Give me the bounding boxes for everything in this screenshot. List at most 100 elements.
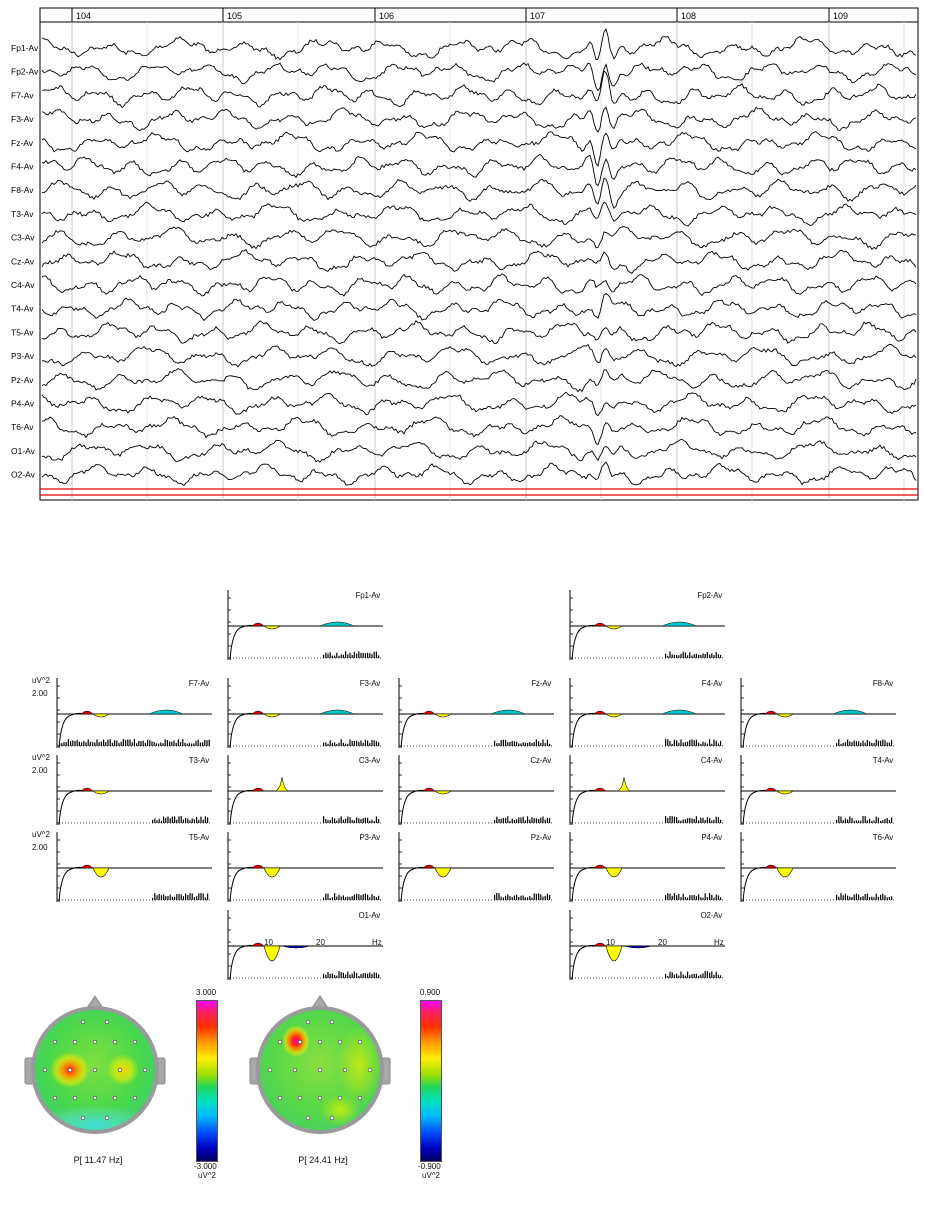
- spectrum-bar: [882, 739, 884, 746]
- spectrum-bar: [180, 816, 182, 823]
- spectrum-bar: [667, 655, 669, 658]
- spectrum-bar: [334, 742, 336, 746]
- channel-label-fp2-av: Fp2-Av: [11, 67, 39, 77]
- spectrum-bar: [546, 739, 548, 746]
- spectrum-bar: [325, 652, 327, 658]
- spectrum-bar: [356, 893, 358, 900]
- spectrum-bar: [516, 741, 518, 746]
- spectrum-bar: [114, 740, 116, 746]
- spectrum-bar: [871, 896, 873, 900]
- spectrum-bar: [351, 973, 353, 978]
- alpha-band-fill: [263, 625, 281, 630]
- alpha-band-fill: [605, 713, 623, 718]
- eeg-trace-o1-av: [41, 438, 917, 463]
- spectrum-label: T4-Av: [872, 756, 893, 765]
- spectrum-bar: [842, 742, 844, 746]
- spectrum-bar: [323, 897, 325, 900]
- spectrum-bar: [378, 655, 380, 658]
- spectrum-bar: [877, 896, 879, 900]
- spectrum-bar: [875, 816, 877, 823]
- colorbar-24hz-max: 0.900: [420, 988, 441, 997]
- beta-band-fill: [319, 709, 355, 715]
- electrode-marker: [104, 1019, 110, 1025]
- spectrum-bar: [678, 655, 680, 658]
- spectrum-bar: [700, 974, 702, 978]
- spectrum-curve: [571, 944, 599, 981]
- spectrum-bar: [513, 741, 515, 746]
- spectrum-bar: [345, 651, 347, 658]
- spectrum-bar: [542, 816, 544, 823]
- spectrum-bar: [866, 740, 868, 746]
- spectrum-bar: [373, 651, 375, 658]
- spectrum-bar: [702, 653, 704, 658]
- y-unit-label: uV^2: [32, 753, 50, 762]
- spectrum-bar: [713, 974, 715, 978]
- electrode-marker: [80, 1115, 86, 1121]
- spectrum-bar: [85, 742, 87, 746]
- spectrum-bar: [851, 897, 853, 900]
- spectrum-bar: [505, 895, 507, 900]
- spectrum-bar: [689, 817, 691, 823]
- spectrum-curve: [571, 866, 599, 903]
- spectrum-bar: [853, 820, 855, 823]
- electrode-marker: [52, 1095, 58, 1101]
- spectrum-curve: [400, 866, 428, 903]
- spectrum-bar: [371, 654, 373, 658]
- eeg-trace-f7-av: [41, 70, 917, 109]
- spectrum-bar: [698, 742, 700, 746]
- channel-label-f8-av: F8-Av: [11, 185, 34, 195]
- spectrum-bar: [855, 893, 857, 900]
- power-hotspot: [282, 1025, 310, 1057]
- spectrum-bar: [665, 973, 667, 978]
- spectrum-bar: [678, 820, 680, 823]
- electrode-marker: [72, 1039, 78, 1045]
- electrode-marker: [92, 1067, 98, 1073]
- spectrum-bar: [511, 818, 513, 823]
- alpha-band-fill: [271, 776, 289, 792]
- spectrum-bar: [364, 893, 366, 900]
- delta-band-fill: [593, 864, 607, 869]
- spectrum-bar: [533, 893, 535, 900]
- spectrum-bar: [667, 975, 669, 978]
- spectrum-bar: [187, 895, 189, 900]
- spectrum-bar: [369, 743, 371, 746]
- eeg-frame: [39, 7, 919, 501]
- channel-label-t4-av: T4-Av: [11, 304, 34, 314]
- alpha-band-fill: [776, 867, 794, 878]
- spectrum-panel-t3-av: T3-Av uV^2 2.00: [32, 753, 217, 827]
- spectrum-bar: [342, 654, 344, 658]
- spectrum-label: Fp2-Av: [697, 591, 723, 600]
- spectrum-bar: [538, 741, 540, 746]
- spectrum-bar: [540, 742, 542, 746]
- spectrum-bar: [196, 816, 198, 823]
- spectrum-bar: [149, 740, 151, 746]
- spectrum-bar: [542, 739, 544, 746]
- spectrum-bar: [544, 819, 546, 823]
- spectrum-bar: [873, 743, 875, 746]
- spectrum-bar: [206, 740, 208, 746]
- spectrum-panel-f8-av: F8-Av: [740, 678, 901, 750]
- spectrum-bar: [89, 741, 91, 746]
- spectrum-bar: [891, 817, 893, 823]
- spectrum-panel-c3-av: C3-Av: [227, 755, 388, 827]
- spectrum-bar: [713, 739, 715, 746]
- spectrum-bar: [715, 816, 717, 823]
- spectrum-bar: [673, 654, 675, 658]
- spectrum-bar: [204, 897, 206, 900]
- spectrum-bar: [336, 896, 338, 900]
- beta-band-fill: [661, 621, 697, 627]
- spectrum-bar: [81, 742, 83, 746]
- spectrum-panel-fp1-av: Fp1-Av: [227, 590, 388, 662]
- channel-label-o1-av: O1-Av: [11, 446, 36, 456]
- spectrum-bar: [356, 740, 358, 746]
- electrode-marker: [72, 1095, 78, 1101]
- spectrum-bar: [717, 743, 719, 746]
- eeg-trace-f8-av: [41, 177, 917, 210]
- spectrum-bar: [200, 893, 202, 900]
- spectrum-bar: [347, 743, 349, 746]
- spectrum-bar: [717, 654, 719, 658]
- spectrum-bar: [853, 894, 855, 900]
- spectrum-bar: [353, 651, 355, 658]
- time-mark-109: 109: [833, 11, 848, 21]
- spectrum-bar: [691, 655, 693, 658]
